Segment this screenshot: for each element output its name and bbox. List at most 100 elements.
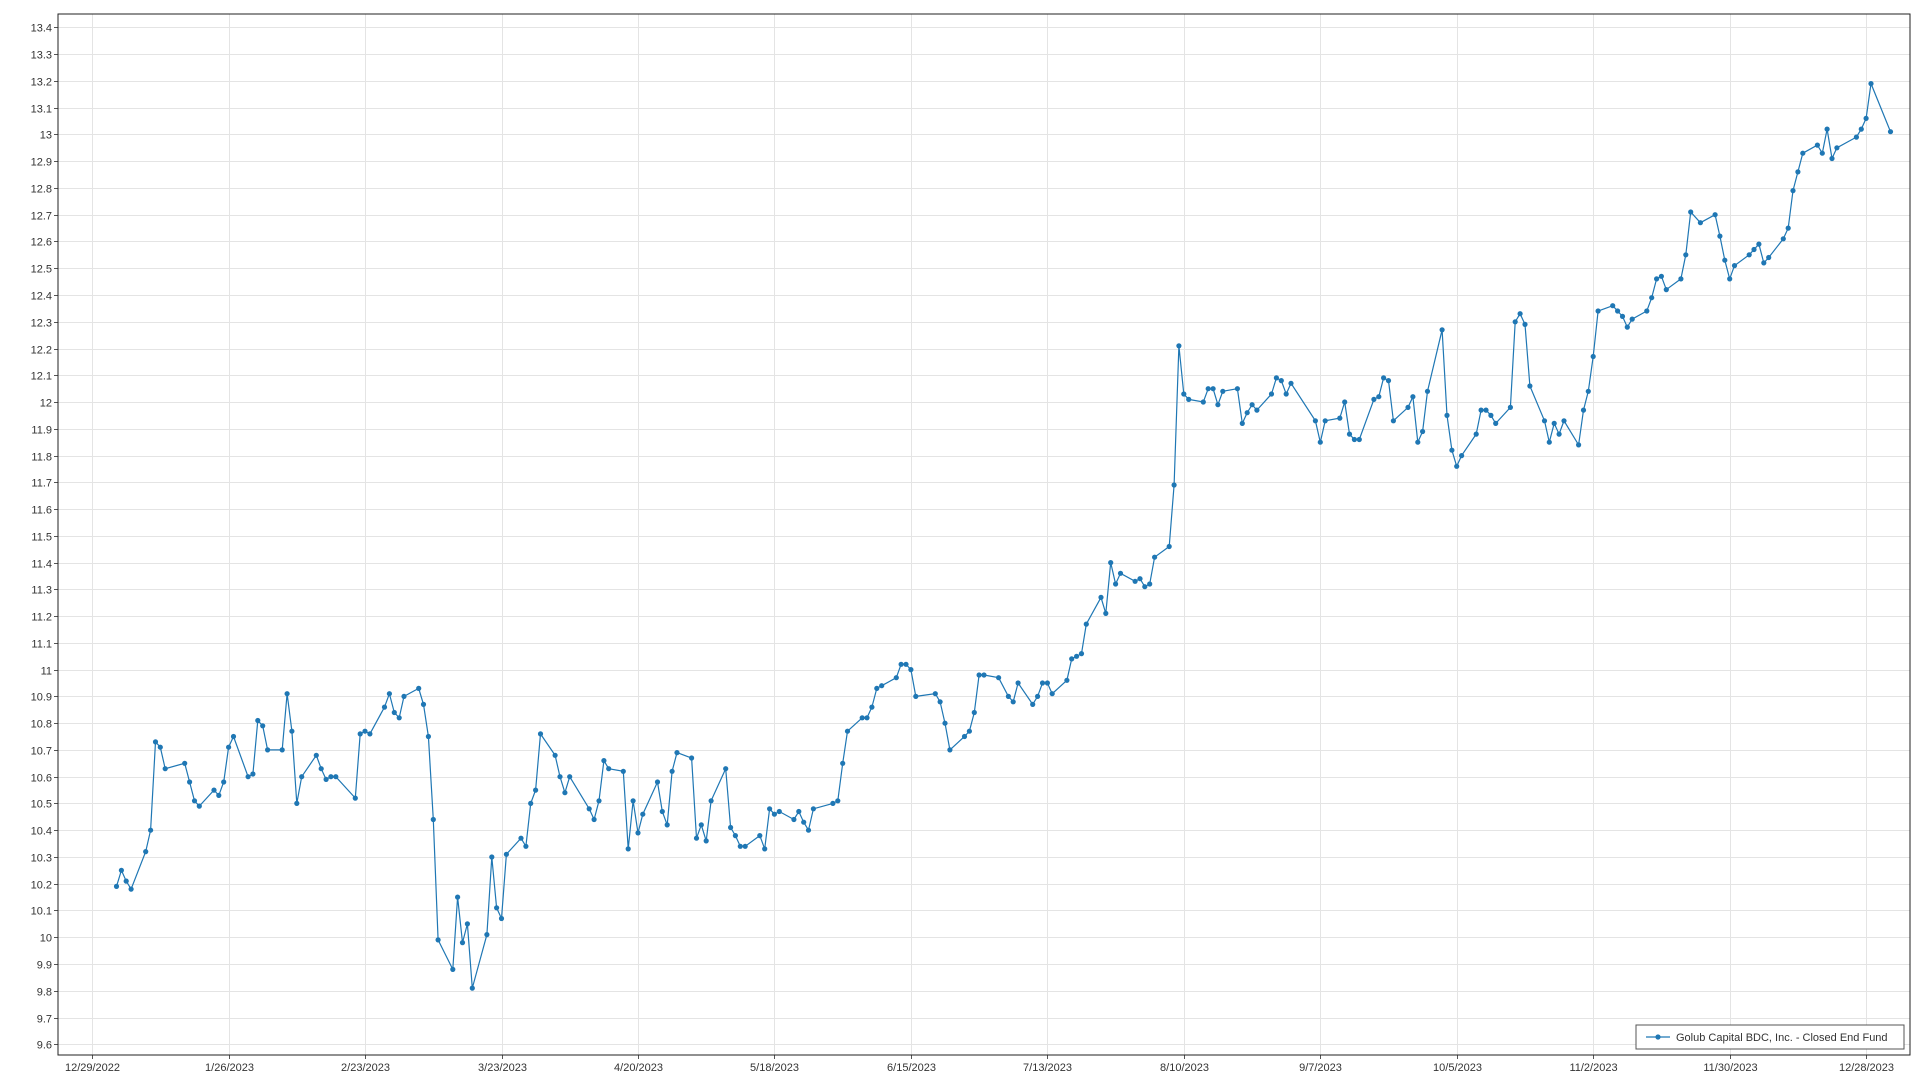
data-point <box>1220 388 1226 394</box>
y-tick-label: 10.6 <box>31 773 52 785</box>
y-tick-label: 12 <box>40 398 52 410</box>
data-point <box>1824 126 1830 132</box>
data-point <box>230 733 237 740</box>
data-point <box>1078 651 1085 657</box>
data-point <box>537 731 544 737</box>
data-point <box>148 827 154 833</box>
data-point <box>1234 386 1240 392</box>
x-tick-label: 5/18/2023 <box>750 1062 799 1074</box>
legend-series-label: Golub Capital BDC, Inc. - Closed End Fun… <box>1676 1032 1888 1044</box>
data-point <box>708 798 714 804</box>
data-point <box>255 717 261 724</box>
data-point <box>1181 391 1187 397</box>
y-tick-label: 13 <box>40 130 52 142</box>
x-tick-label: 11/2/2023 <box>1569 1062 1617 1074</box>
data-point <box>211 787 217 793</box>
data-point <box>226 744 232 750</box>
data-point <box>357 731 363 737</box>
data-point <box>635 830 641 836</box>
data-point <box>791 816 797 823</box>
x-tick-label: 8/10/2023 <box>1160 1062 1209 1074</box>
data-point <box>323 776 329 783</box>
data-point <box>1556 431 1562 437</box>
x-tick-label: 9/7/2023 <box>1299 1062 1342 1074</box>
data-point <box>1268 391 1275 397</box>
data-point <box>625 846 631 852</box>
data-point <box>1137 576 1143 582</box>
data-point <box>1454 463 1460 469</box>
y-tick-label: 12.4 <box>31 291 52 303</box>
data-point <box>1273 375 1279 381</box>
data-point <box>1649 295 1655 301</box>
data-point <box>1044 680 1050 686</box>
x-tick-label: 11/30/2023 <box>1703 1062 1757 1074</box>
data-point <box>1035 693 1041 700</box>
x-tick-label: 12/29/2022 <box>65 1062 120 1074</box>
data-point <box>1215 402 1221 408</box>
data-point <box>1132 578 1138 584</box>
data-point <box>1561 418 1567 424</box>
data-point <box>1751 246 1757 253</box>
data-point <box>1322 418 1328 424</box>
data-point <box>386 691 392 697</box>
y-tick-label: 11.3 <box>31 585 52 597</box>
data-point <box>503 851 509 857</box>
data-point <box>674 750 680 756</box>
y-tick-label: 12.1 <box>31 371 52 383</box>
data-point <box>1761 260 1767 266</box>
data-point <box>1420 428 1426 435</box>
data-point <box>659 808 665 815</box>
data-point <box>1731 263 1738 269</box>
data-point <box>1541 418 1548 424</box>
plot-frame <box>57 13 1911 1056</box>
y-tick-label: 11.7 <box>31 478 52 490</box>
data-point <box>1098 594 1104 601</box>
data-point <box>1629 316 1635 322</box>
data-point <box>1376 394 1382 400</box>
data-point <box>1005 693 1012 700</box>
data-point <box>796 808 802 815</box>
y-tick-label: 12.5 <box>31 264 52 276</box>
data-point <box>401 693 407 700</box>
data-point <box>1346 431 1353 437</box>
y-tick-label: 12.2 <box>31 345 52 357</box>
data-point <box>1785 225 1791 231</box>
y-tick-label: 11 <box>41 666 52 678</box>
x-tick-label: 12/28/2023 <box>1839 1062 1894 1074</box>
data-point <box>420 701 427 708</box>
data-point <box>771 811 778 817</box>
data-point <box>1415 439 1421 445</box>
y-tick-label: 13.3 <box>31 50 52 62</box>
data-point <box>284 691 290 697</box>
data-point <box>1546 439 1552 445</box>
data-point <box>1205 386 1211 392</box>
data-point <box>352 795 358 801</box>
data-point <box>874 685 880 692</box>
data-point <box>1186 396 1192 402</box>
data-point <box>1176 343 1182 349</box>
data-point <box>1473 431 1479 437</box>
data-point <box>518 835 524 841</box>
data-point <box>1069 656 1075 662</box>
data-point <box>1449 447 1455 453</box>
data-point <box>1249 402 1255 408</box>
data-point <box>1766 254 1772 261</box>
data-point <box>1595 308 1601 314</box>
data-point <box>689 755 695 761</box>
data-point <box>1424 388 1431 394</box>
data-point <box>840 760 846 766</box>
data-point <box>1619 313 1626 319</box>
data-point <box>1171 482 1177 488</box>
x-tick-label: 6/15/2023 <box>887 1062 936 1074</box>
data-point <box>1439 327 1445 333</box>
data-point <box>1283 391 1289 397</box>
data-point <box>1834 145 1840 151</box>
data-point <box>1312 418 1318 424</box>
data-point <box>469 985 475 991</box>
y-tick-label: 12.8 <box>31 184 52 196</box>
data-point <box>367 731 373 737</box>
data-point <box>533 787 539 793</box>
data-point <box>1688 209 1694 215</box>
data-point <box>1478 407 1484 413</box>
y-tick-label: 9.9 <box>37 960 52 972</box>
